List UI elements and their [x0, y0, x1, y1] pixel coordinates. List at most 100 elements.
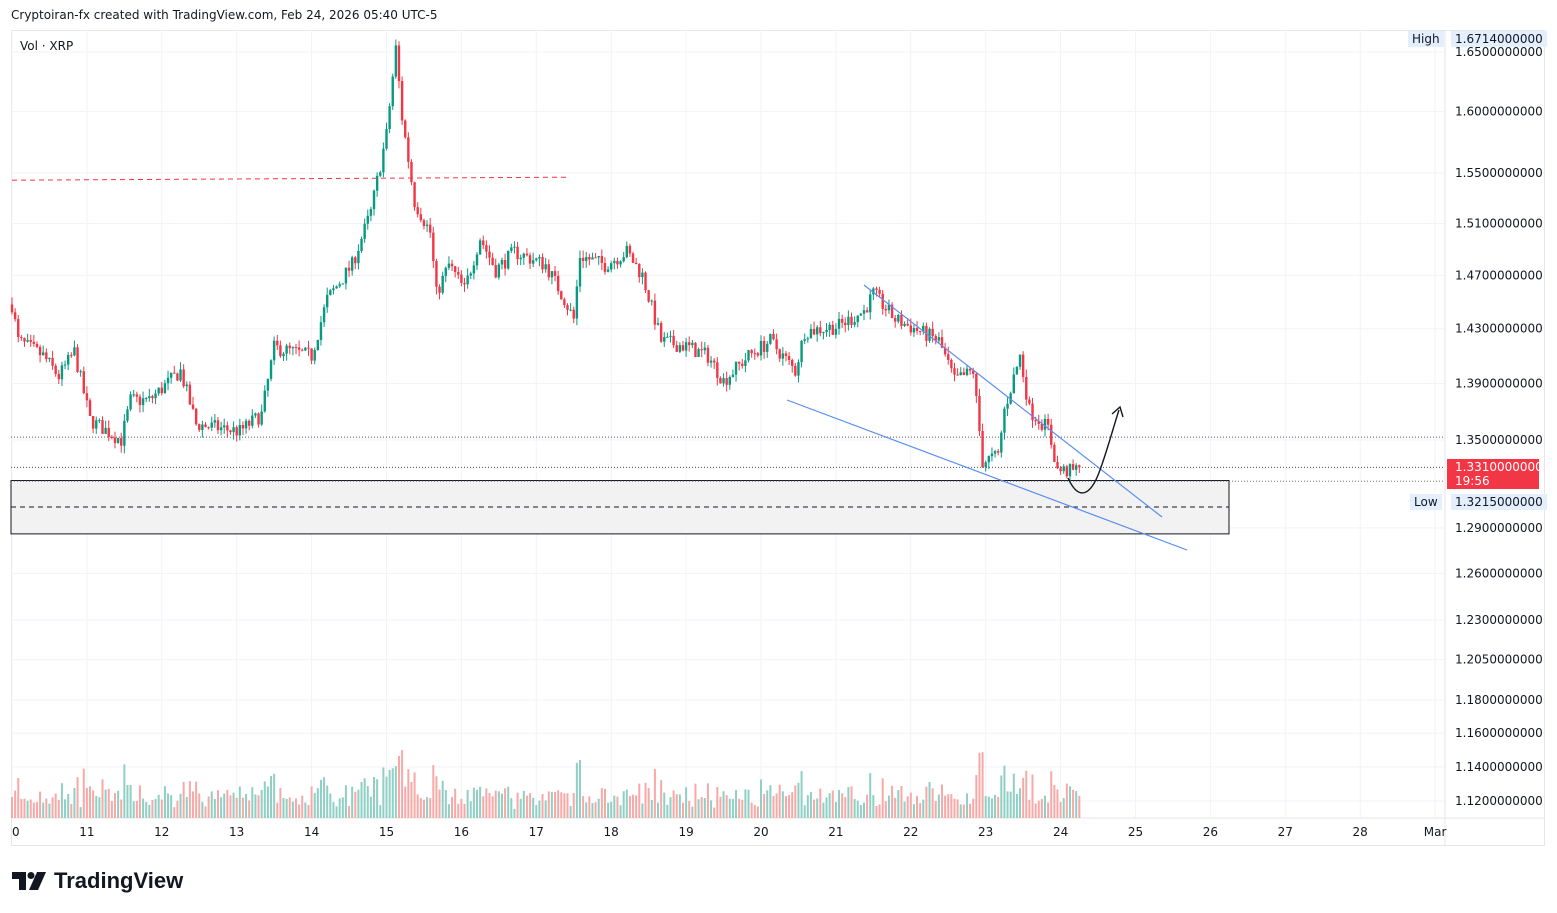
candle-body	[987, 456, 991, 463]
volume-bar	[650, 799, 653, 818]
volume-bar	[229, 795, 232, 818]
candle	[23, 337, 26, 347]
candle	[260, 404, 263, 426]
candle-body	[703, 347, 707, 351]
candle-body	[360, 238, 363, 251]
resistance-dashed-line[interactable]	[11, 176, 567, 181]
volume-bar	[326, 785, 329, 818]
candle-body	[684, 342, 688, 351]
candle	[194, 407, 198, 426]
volume-bar	[332, 802, 335, 818]
candle-body	[1065, 466, 1069, 477]
volume-bar	[216, 790, 219, 818]
price-tick: 1.5500000000	[1455, 166, 1543, 180]
candle	[154, 389, 157, 405]
tradingview-logo-icon	[12, 872, 46, 890]
candle-body	[778, 349, 781, 359]
candle-body	[909, 325, 912, 333]
tradingview-logo[interactable]: TradingView	[12, 868, 183, 894]
candle	[950, 358, 953, 373]
candle	[201, 420, 204, 438]
candle	[672, 329, 675, 348]
candle	[375, 172, 379, 197]
candle	[797, 359, 800, 383]
candle-body	[578, 257, 582, 287]
candle-body	[822, 332, 825, 334]
falling-wedge-lower-trendline[interactable]	[786, 399, 1188, 551]
volume-bar	[713, 807, 716, 818]
volume-bar	[937, 794, 940, 818]
volume-bar	[947, 794, 950, 818]
candle	[737, 361, 741, 371]
candle-body	[1003, 408, 1006, 433]
time-tick: 28	[1353, 825, 1368, 839]
volume-bar	[681, 802, 684, 818]
volume-bar	[444, 790, 447, 818]
candle	[272, 336, 276, 365]
candle-body	[269, 360, 273, 379]
volume-bar	[310, 786, 313, 818]
volume-bar	[135, 801, 138, 818]
projection-arrow[interactable]	[1067, 409, 1120, 494]
falling-wedge-upper-trendline[interactable]	[863, 284, 1163, 518]
candle	[978, 388, 981, 436]
volume-bar	[89, 786, 92, 818]
candle	[709, 356, 713, 368]
candle-body	[663, 337, 666, 342]
candle	[912, 324, 916, 337]
candle	[787, 352, 791, 365]
volume-bar	[678, 794, 681, 818]
volume-bar	[744, 789, 747, 818]
volume-bar	[160, 799, 163, 818]
volume-bar	[307, 804, 310, 818]
candle	[26, 333, 29, 343]
candle	[257, 412, 260, 428]
volume-bar	[23, 798, 26, 818]
volume-bar	[51, 797, 54, 818]
candle-body	[1043, 418, 1047, 430]
volume-bar	[613, 795, 616, 818]
candle	[644, 271, 647, 293]
candle-body	[407, 137, 410, 162]
candle-body	[947, 354, 950, 360]
volume-bar	[354, 791, 357, 818]
candle-body	[70, 354, 73, 356]
volume-bar	[1031, 774, 1034, 818]
volume-bar	[500, 793, 503, 818]
candle	[563, 297, 566, 308]
volume-bar	[731, 799, 734, 818]
candle	[753, 348, 756, 360]
candle	[360, 236, 363, 253]
volume-bar	[422, 799, 425, 818]
candle-body	[391, 76, 394, 107]
candle	[216, 417, 220, 435]
volume-bar	[182, 781, 185, 818]
time-tick: 20	[753, 825, 768, 839]
volume-bar	[11, 797, 13, 818]
drawings	[786, 284, 1188, 551]
volume-bar	[494, 790, 497, 818]
candle	[488, 245, 491, 266]
volume-bar	[491, 796, 494, 818]
candle-body	[1059, 468, 1062, 472]
volume-bar	[722, 791, 725, 818]
candle-body	[160, 387, 163, 394]
candle-body	[878, 289, 881, 294]
candle	[179, 362, 182, 382]
candle-body	[148, 396, 151, 399]
candle	[809, 324, 813, 339]
candle-body	[45, 352, 48, 360]
candle-body	[294, 347, 298, 349]
volume-bar	[14, 790, 17, 818]
candle	[126, 406, 129, 423]
candle	[744, 352, 747, 373]
candle-body	[937, 337, 941, 341]
volume-bar	[220, 797, 223, 818]
volume-bar	[738, 798, 741, 818]
time-tick: 15	[379, 825, 394, 839]
candle-body	[953, 368, 956, 375]
high-label: High	[1408, 31, 1444, 47]
volume-legend: Vol · XRP	[20, 39, 74, 53]
candle	[20, 335, 23, 341]
